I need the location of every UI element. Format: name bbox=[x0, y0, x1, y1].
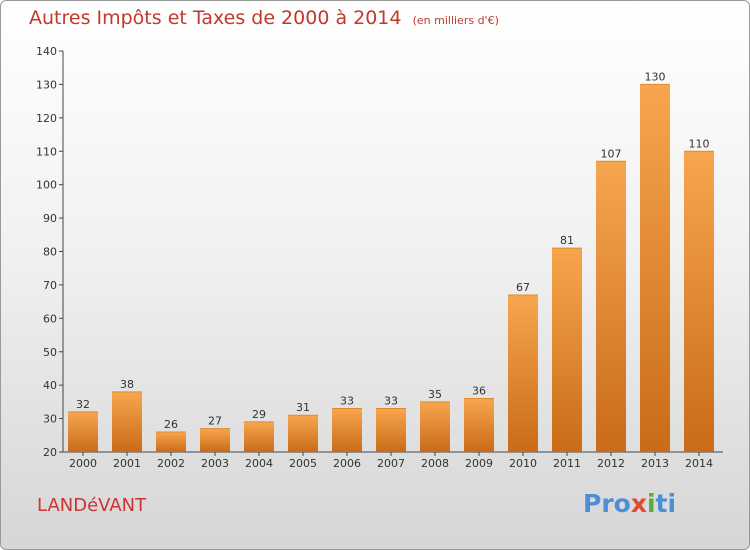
bar bbox=[332, 408, 362, 452]
bar bbox=[244, 421, 274, 452]
value-label: 27 bbox=[208, 415, 222, 428]
y-tick-label: 50 bbox=[43, 346, 57, 359]
y-tick-label: 70 bbox=[43, 279, 57, 292]
bar bbox=[156, 431, 186, 452]
bar bbox=[596, 161, 626, 452]
chart-subtitle: (en milliers d'€) bbox=[412, 14, 499, 27]
y-tick-label: 80 bbox=[43, 246, 57, 259]
logo-part: x bbox=[630, 489, 647, 518]
x-tick-label: 2004 bbox=[245, 457, 273, 470]
value-label: 33 bbox=[384, 395, 398, 408]
y-tick-label: 130 bbox=[36, 78, 57, 91]
bar bbox=[68, 411, 98, 452]
y-tick-label: 60 bbox=[43, 312, 57, 325]
x-tick-label: 2001 bbox=[113, 457, 141, 470]
x-tick-label: 2010 bbox=[509, 457, 537, 470]
x-tick-label: 2012 bbox=[597, 457, 625, 470]
chart-title-block: Autres Impôts et Taxes de 2000 à 2014 (e… bbox=[29, 7, 499, 29]
bar bbox=[376, 408, 406, 452]
bars bbox=[68, 83, 714, 453]
value-label: 33 bbox=[340, 395, 354, 408]
bar bbox=[552, 248, 582, 452]
bar bbox=[684, 151, 714, 452]
y-tick-label: 90 bbox=[43, 212, 57, 225]
commune-name: LANDéVANT bbox=[37, 495, 147, 516]
x-tick-label: 2014 bbox=[685, 457, 713, 470]
value-label: 81 bbox=[560, 234, 574, 247]
proxiti-logo[interactable]: Proxiti bbox=[583, 489, 676, 518]
y-tick-label: 140 bbox=[36, 45, 57, 58]
x-tick-label: 2009 bbox=[465, 457, 493, 470]
bar bbox=[112, 391, 142, 452]
bar bbox=[420, 401, 450, 452]
bar bbox=[200, 428, 230, 452]
x-tick-label: 2007 bbox=[377, 457, 405, 470]
value-labels: 32 38 26 27 29 31 33 33 35 36 67 81 107 130 110 bbox=[76, 70, 710, 431]
chart-title: Autres Impôts et Taxes de 2000 à 2014 bbox=[29, 7, 402, 29]
value-label: 36 bbox=[472, 385, 486, 398]
bar bbox=[640, 84, 670, 453]
value-label: 35 bbox=[428, 388, 442, 401]
value-label: 32 bbox=[76, 398, 90, 411]
x-tick-label: 2003 bbox=[201, 457, 229, 470]
value-label: 130 bbox=[645, 70, 666, 83]
value-label: 107 bbox=[601, 147, 622, 160]
value-label: 110 bbox=[689, 137, 710, 150]
x-tick-label: 2011 bbox=[553, 457, 581, 470]
bar bbox=[508, 294, 538, 452]
logo-part: Pro bbox=[583, 489, 631, 518]
y-tick-label: 120 bbox=[36, 112, 57, 125]
y-tick-label: 30 bbox=[43, 413, 57, 426]
y-tick-label: 100 bbox=[36, 179, 57, 192]
value-label: 29 bbox=[252, 408, 266, 421]
logo-part: i bbox=[646, 489, 656, 518]
value-label: 38 bbox=[120, 378, 134, 391]
y-tick-label: 40 bbox=[43, 379, 57, 392]
y-tick-label: 110 bbox=[36, 145, 57, 158]
x-tick-label: 2006 bbox=[333, 457, 361, 470]
value-label: 31 bbox=[296, 401, 310, 414]
x-tick-label: 2008 bbox=[421, 457, 449, 470]
x-tick-label: 2005 bbox=[289, 457, 317, 470]
bar bbox=[464, 398, 494, 452]
value-label: 26 bbox=[164, 418, 178, 431]
bar bbox=[288, 415, 318, 452]
x-tick-label: 2002 bbox=[157, 457, 185, 470]
value-label: 67 bbox=[516, 281, 530, 294]
y-tick-label: 20 bbox=[43, 446, 57, 459]
logo-part: ti bbox=[655, 489, 677, 518]
x-tick-label: 2000 bbox=[69, 457, 97, 470]
x-tick-label: 2013 bbox=[641, 457, 669, 470]
